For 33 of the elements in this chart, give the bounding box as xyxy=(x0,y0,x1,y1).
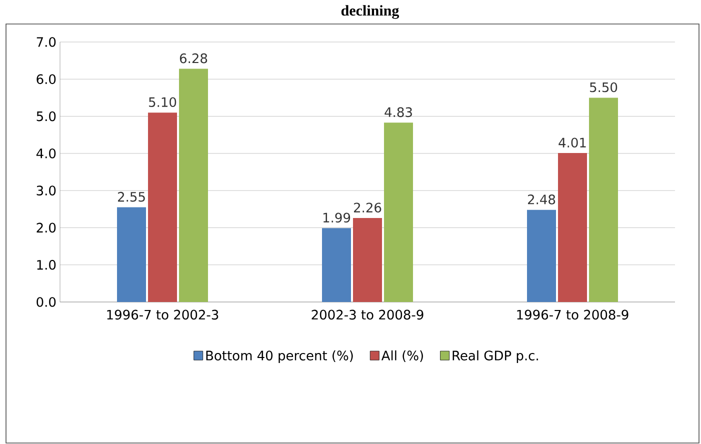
bar xyxy=(558,153,587,302)
bar xyxy=(527,210,556,302)
bar xyxy=(384,122,413,302)
data-label: 5.10 xyxy=(149,97,176,108)
bar xyxy=(322,228,352,302)
y-tick-label: 7.0 xyxy=(36,37,56,47)
chart-title: declining xyxy=(341,5,400,19)
y-tick-label: 1.0 xyxy=(37,260,56,270)
data-label: 2.55 xyxy=(118,192,145,202)
data-label: 2.48 xyxy=(528,194,556,204)
x-tick-label: 2002-3 to 2008-9 xyxy=(312,310,424,320)
legend-label: All (%) xyxy=(381,350,423,362)
data-label: 5.50 xyxy=(590,82,618,92)
y-tick-label: 2.0 xyxy=(36,222,56,233)
y-tick-label: 0.0 xyxy=(36,297,56,307)
data-label: 1.99 xyxy=(323,212,350,223)
data-label: 6.28 xyxy=(180,53,208,64)
data-label: 2.26 xyxy=(354,202,382,213)
legend-label: Real GDP p.c. xyxy=(452,350,538,363)
bar xyxy=(589,98,618,302)
data-label: 4.83 xyxy=(384,107,412,118)
y-tick-label: 6.0 xyxy=(36,74,56,84)
legend-label: Bottom 40 percent (%) xyxy=(206,350,353,363)
x-tick-label: 1996-7 to 2008-9 xyxy=(517,310,628,320)
x-tick-label: 1996-7 to 2002-3 xyxy=(107,310,218,320)
bar xyxy=(353,218,382,302)
bar xyxy=(117,207,146,302)
bar xyxy=(148,112,178,302)
y-tick-label: 5.0 xyxy=(36,111,56,122)
y-tick-label: 3.0 xyxy=(36,186,56,196)
bar xyxy=(179,68,208,302)
data-label: 4.01 xyxy=(558,138,586,148)
y-tick-label: 4.0 xyxy=(36,148,56,158)
